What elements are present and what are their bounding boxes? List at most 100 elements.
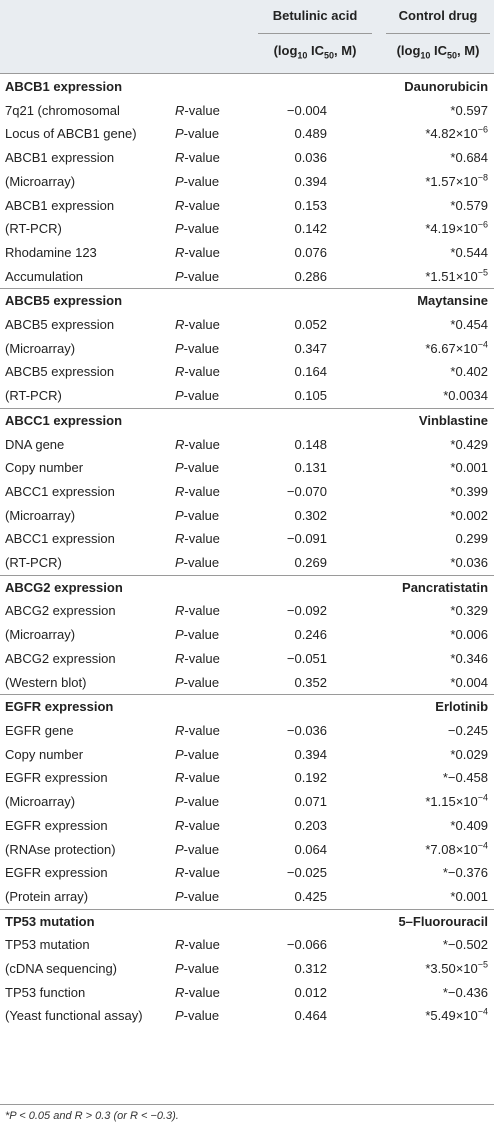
value-mantissa: *5.49×10: [425, 1008, 478, 1024]
statistic-type: P-value: [175, 122, 255, 146]
section-header-row: EGFR expression Erlotinib: [0, 694, 494, 719]
value-mantissa: *0.029: [450, 746, 489, 762]
table-row: 7q21 (chromosomal R-value −0.004 *0.597: [0, 99, 494, 123]
table-row: TP53 function R-value 0.012 *−0.436: [0, 981, 494, 1005]
statistic-suffix: -value: [184, 150, 220, 166]
betulinic-acid-value: −0.036: [286, 722, 328, 738]
statistic-type: R-value: [175, 527, 255, 551]
value-mantissa: *−0.376: [442, 865, 489, 881]
statistic-type: P-value: [175, 504, 255, 528]
control-drug-value: *0.544: [374, 241, 494, 265]
section-title: ABCG2 expression: [0, 574, 256, 600]
statistic-suffix: -value: [183, 173, 220, 189]
betulinic-acid-value: −0.004: [286, 102, 328, 118]
value-exponent: −4: [477, 792, 489, 803]
table-row: ABCB1 expression R-value 0.153 *0.579: [0, 194, 494, 218]
statistic-letter: P: [175, 746, 184, 762]
row-label: (RNAse protection): [5, 841, 116, 857]
control-drug-name: 5–Fluorouracil: [374, 908, 494, 934]
statistic-type: P-value: [175, 838, 255, 862]
statistic-suffix: -value: [184, 984, 220, 1000]
row-label: ABCG2 expression: [5, 603, 116, 619]
row-label: EGFR expression: [5, 817, 108, 833]
control-drug-value: *7.08×10−4: [374, 838, 494, 862]
table-row: Copy number P-value 0.131 *0.001: [0, 456, 494, 480]
betulinic-acid-value: 0.352: [294, 674, 328, 690]
control-drug-value: *−0.458: [374, 766, 494, 790]
value-mantissa: *0.004: [450, 674, 489, 690]
betulinic-acid-value: 0.489: [294, 126, 328, 142]
statistic-type: P-value: [175, 671, 255, 695]
table-row: ABCB5 expression R-value 0.052 *0.454: [0, 313, 494, 337]
section-header-row: TP53 mutation 5–Fluorouracil: [0, 908, 494, 934]
control-drug-value: *0.004: [374, 671, 494, 695]
statistic-suffix: -value: [183, 841, 220, 857]
control-drug-value: *0.402: [374, 360, 494, 384]
table-row: (Protein array) P-value 0.425 *0.001: [0, 885, 494, 909]
control-drug-value: *1.51×10−5: [374, 265, 494, 289]
betulinic-acid-value: 0.394: [294, 746, 328, 762]
row-label: Copy number: [5, 460, 84, 476]
table-row: (Microarray) P-value 0.347 *6.67×10−4: [0, 337, 494, 361]
statistic-suffix: -value: [183, 388, 220, 404]
betulinic-acid-value: 0.142: [294, 221, 328, 237]
table-row: (RNAse protection) P-value 0.064 *7.08×10−4: [0, 838, 494, 862]
control-drug-value: *0.001: [374, 885, 494, 909]
statistic-letter: R: [175, 817, 185, 833]
column-title-betulinic-acid: Betulinic acid: [272, 8, 358, 23]
betulinic-acid-value: −0.025: [286, 865, 328, 881]
betulinic-acid-value: −0.066: [286, 937, 328, 953]
value-mantissa: 0.299: [455, 531, 489, 547]
row-label: ABCB1 expression: [5, 197, 115, 213]
section-title: ABCC1 expression: [0, 407, 256, 433]
statistic-type: P-value: [175, 1004, 255, 1028]
statistic-suffix: -value: [183, 746, 220, 762]
statistic-letter: R: [175, 244, 185, 260]
table-row: (RT-PCR) P-value 0.142 *4.19×10−6: [0, 217, 494, 241]
table-row: Copy number P-value 0.394 *0.029: [0, 743, 494, 767]
value-mantissa: *1.51×10: [425, 268, 478, 284]
control-drug-name: Pancratistatin: [374, 574, 494, 600]
control-drug-value: *4.82×10−6: [374, 122, 494, 146]
betulinic-acid-value: 0.203: [294, 817, 328, 833]
statistic-letter: P: [175, 268, 184, 284]
row-label: ABCB5 expression: [5, 364, 115, 380]
value-mantissa: *0.402: [450, 364, 489, 380]
column-divider: [258, 33, 372, 34]
statistic-letter: R: [175, 436, 185, 452]
control-drug-value: *0.579: [374, 194, 494, 218]
value-exponent: −4: [477, 339, 489, 350]
betulinic-acid-value: 0.347: [294, 340, 328, 356]
table-row: ABCB5 expression R-value 0.164 *0.402: [0, 360, 494, 384]
statistic-suffix: -value: [183, 794, 220, 810]
betulinic-acid-value: 0.302: [294, 507, 328, 523]
betulinic-acid-value: 0.425: [294, 888, 328, 904]
value-mantissa: *0.0034: [443, 388, 489, 404]
statistic-letter: P: [175, 841, 184, 857]
statistic-type: P-value: [175, 623, 255, 647]
statistic-letter: R: [175, 865, 185, 881]
table-row: ABCG2 expression R-value −0.092 *0.329: [0, 599, 494, 623]
section-title: ABCB5 expression: [0, 288, 256, 314]
statistic-type: R-value: [175, 99, 255, 123]
statistic-type: R-value: [175, 433, 255, 457]
statistic-letter: R: [175, 197, 185, 213]
table-row: Rhodamine 123 R-value 0.076 *0.544: [0, 241, 494, 265]
control-drug-value: *0.002: [374, 504, 494, 528]
value-exponent: −4: [477, 1007, 489, 1018]
betulinic-acid-value: 0.394: [294, 173, 328, 189]
control-drug-value: *5.49×10−4: [374, 1004, 494, 1028]
statistic-letter: P: [175, 173, 184, 189]
statistic-letter: R: [175, 722, 185, 738]
control-drug-value: *1.57×10−8: [374, 170, 494, 194]
row-label: ABCC1 expression: [5, 483, 115, 499]
table-row: TP53 mutation R-value −0.066 *−0.502: [0, 933, 494, 957]
betulinic-acid-value: 0.071: [294, 794, 328, 810]
betulinic-acid-value: −0.051: [286, 650, 328, 666]
value-mantissa: *3.50×10: [425, 961, 478, 977]
betulinic-acid-value: 0.036: [294, 150, 328, 166]
statistic-suffix: -value: [184, 937, 220, 953]
value-mantissa: *0.346: [450, 650, 489, 666]
control-drug-value: *−0.376: [374, 861, 494, 885]
value-mantissa: *0.001: [450, 460, 489, 476]
